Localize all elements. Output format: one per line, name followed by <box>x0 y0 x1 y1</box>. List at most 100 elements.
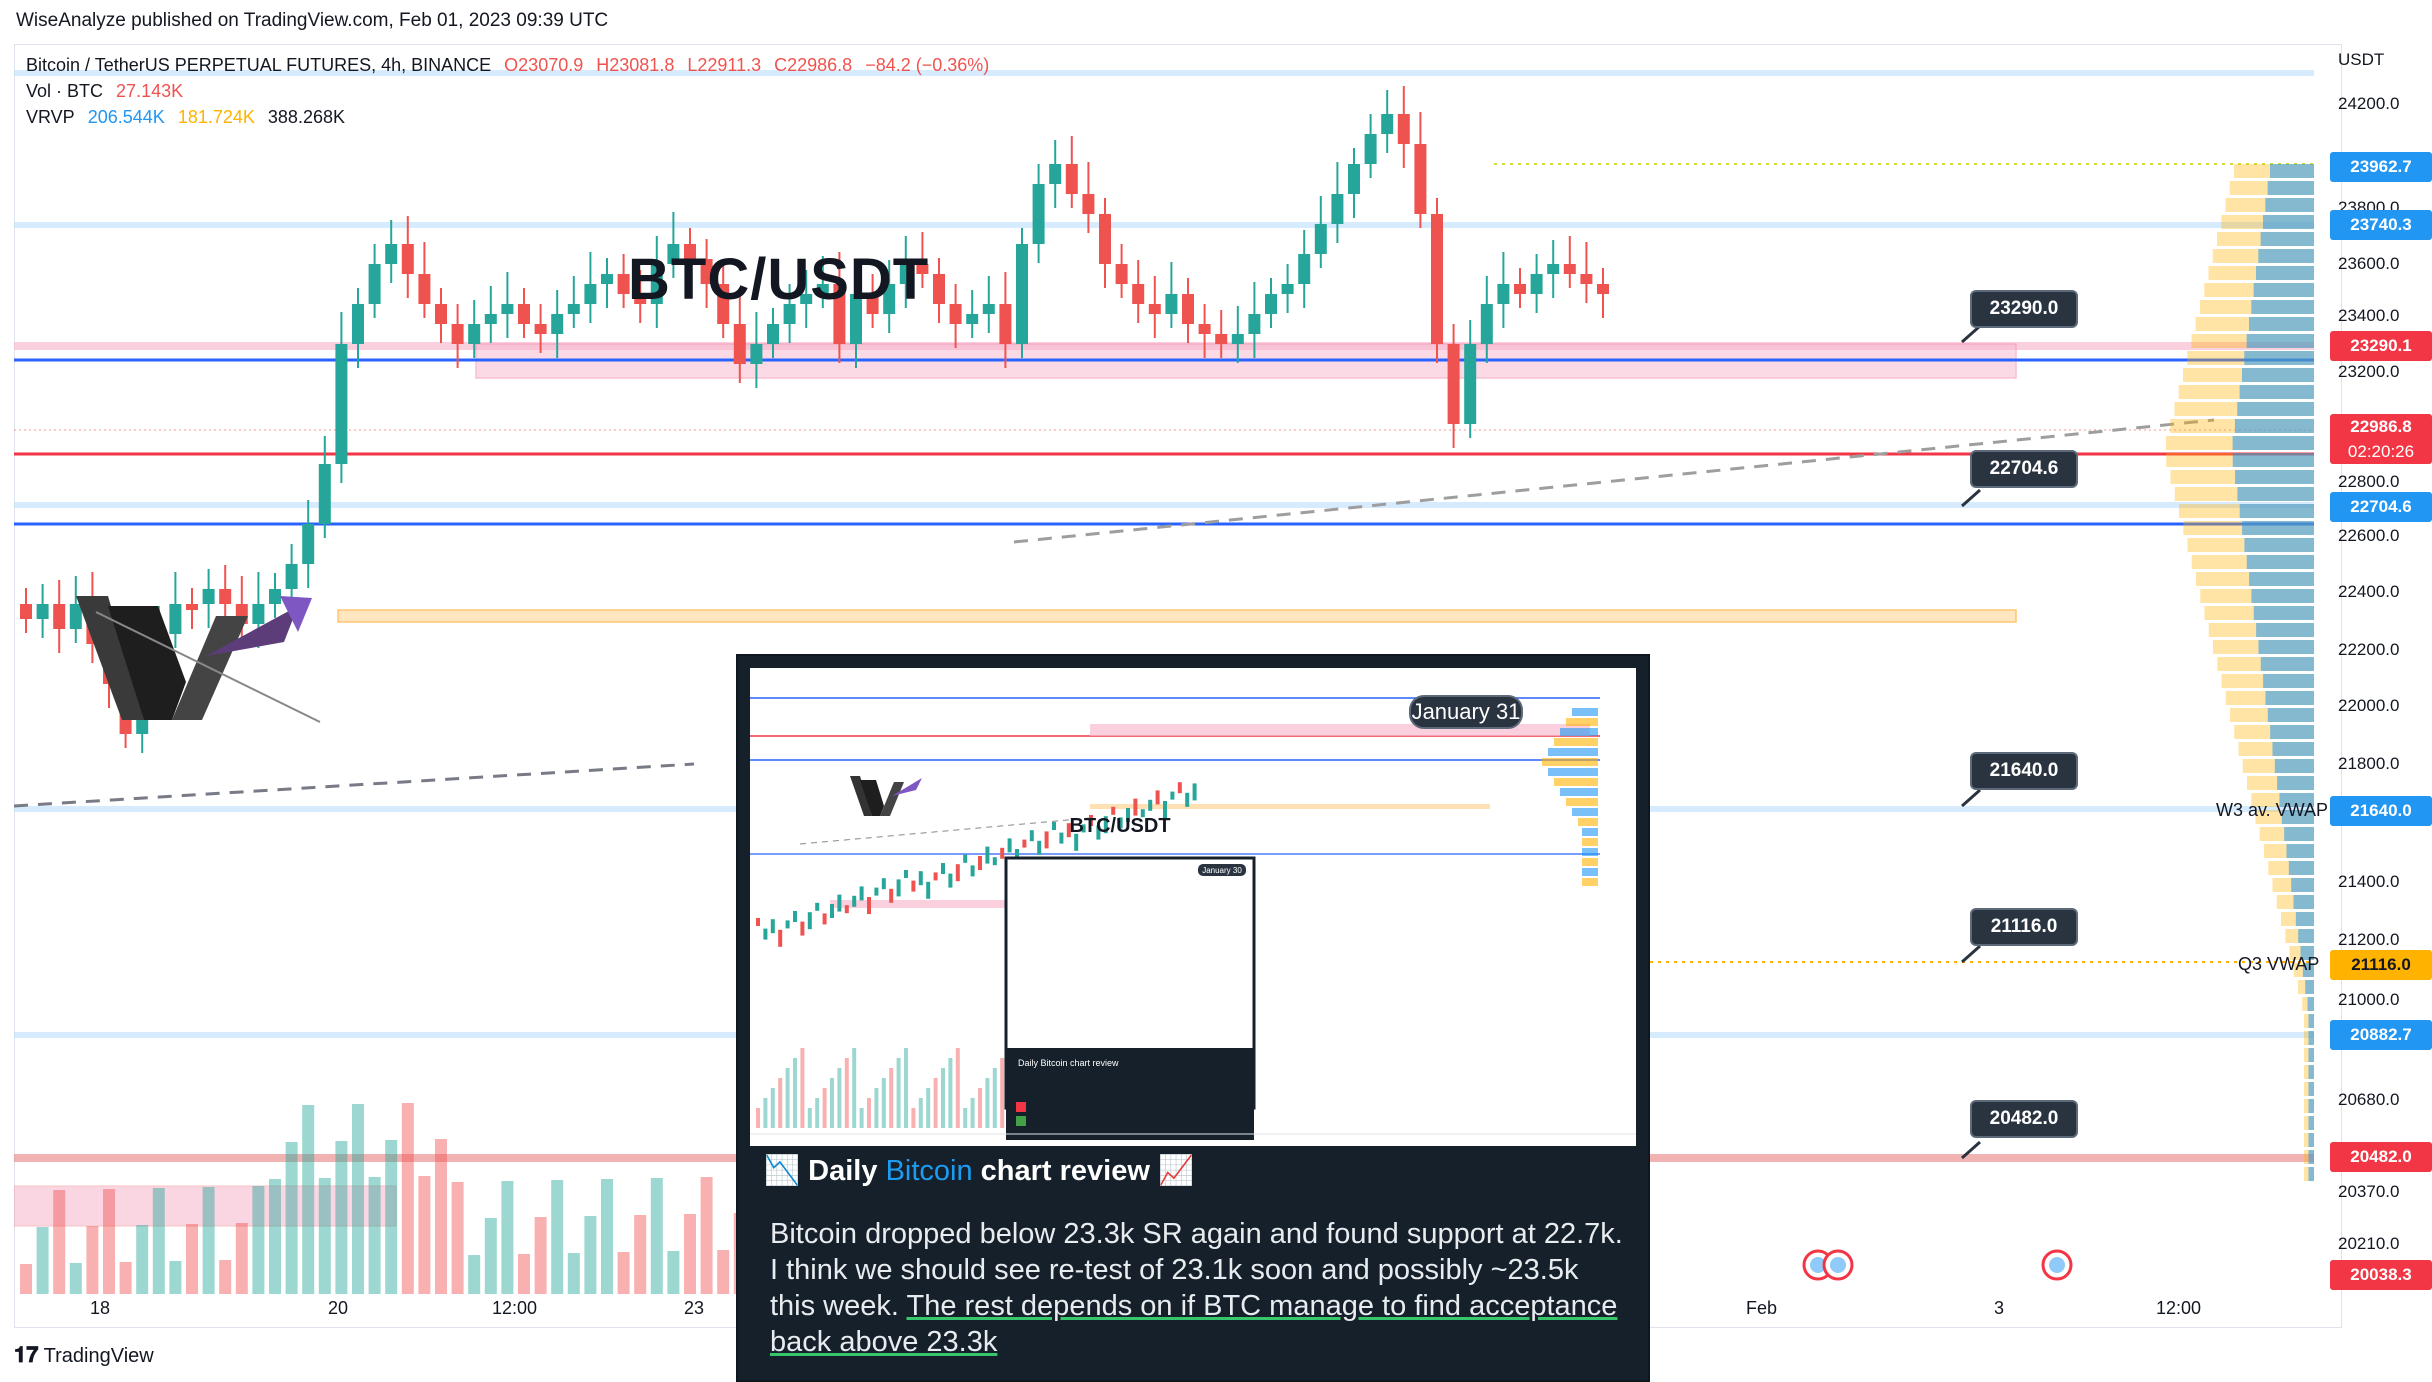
price-tick: 21200.0 <box>2338 930 2400 949</box>
mini-volume-bar <box>1000 1058 1005 1128</box>
vrvp-up-value: 206.544K <box>87 107 165 127</box>
price-callout[interactable]: 20482.0 <box>1970 1100 2078 1138</box>
mini-volume-bar <box>896 1058 901 1128</box>
mini-candle <box>756 918 760 926</box>
candle-body <box>1281 284 1294 294</box>
volume-bar <box>368 1177 381 1294</box>
candle-body <box>551 314 564 334</box>
mini-volume-bar <box>992 1068 997 1128</box>
mini-profile-bar <box>1582 848 1598 856</box>
mini-candle <box>844 905 849 914</box>
profile-bar-up <box>2256 623 2314 637</box>
event-flag[interactable] <box>2040 1248 2074 1282</box>
volume-bar <box>186 1224 198 1294</box>
price-tick: 22600.0 <box>2338 526 2400 545</box>
price-axis[interactable]: USDT <box>2316 44 2432 1294</box>
mini-candle <box>1192 783 1197 801</box>
mini-candle <box>963 854 968 863</box>
mini-volume-bar <box>904 1048 908 1128</box>
volume-bar <box>285 1142 298 1294</box>
symbol-name[interactable]: Bitcoin / TetherUS PERPETUAL FUTURES, 4h… <box>26 55 492 75</box>
mini-candle <box>881 878 886 890</box>
volume-bar <box>401 1103 414 1294</box>
volume-bar <box>152 1188 165 1294</box>
profile-bar-up <box>2234 419 2314 433</box>
candle-body <box>36 604 49 619</box>
mini-volume-bar <box>763 1098 768 1128</box>
candle-body <box>435 304 447 324</box>
mini-volume-bar <box>852 1048 857 1128</box>
mini-candle <box>926 881 931 899</box>
mini-candle <box>852 895 857 907</box>
mini-profile-bar <box>1572 708 1598 716</box>
price-tick: 22000.0 <box>2338 696 2400 715</box>
candle-body <box>69 604 82 629</box>
bitcoin-hashtag-link[interactable]: Bitcoin <box>885 1155 973 1187</box>
candle-body <box>468 324 481 344</box>
candle-body <box>883 284 896 314</box>
candle-body <box>169 604 182 634</box>
profile-bar-up <box>2239 385 2314 399</box>
candle-body <box>1198 324 1211 334</box>
candle-body <box>899 264 912 284</box>
candle-body <box>252 604 265 624</box>
price-callout[interactable]: 23290.0 <box>1970 290 2078 328</box>
mini-candle <box>1081 824 1086 833</box>
candle-body <box>1099 214 1111 264</box>
candle-body <box>1132 284 1145 304</box>
mini-volume-bar <box>948 1058 953 1128</box>
candle-body <box>1464 344 1477 424</box>
mini-volume-bar <box>881 1078 886 1128</box>
volume-indicator-label[interactable]: Vol · BTC <box>26 81 104 101</box>
tweet-body-highlight: The rest depends on if BTC manage to fin… <box>770 1290 1618 1358</box>
profile-bar-up <box>2300 946 2314 960</box>
candle-body <box>634 294 647 304</box>
candle-body <box>1248 314 1261 334</box>
profile-bar-up <box>2298 929 2314 943</box>
profile-bar-up <box>2237 487 2314 501</box>
profile-bar-up <box>2308 1150 2314 1164</box>
volume-bar <box>302 1105 315 1294</box>
volume-bar <box>584 1216 597 1294</box>
candle-body <box>933 274 945 304</box>
volume-bar <box>650 1178 663 1294</box>
candle-body <box>1497 284 1510 304</box>
candle-body <box>717 284 730 324</box>
candle-body <box>368 264 381 304</box>
profile-bar-up <box>2267 181 2314 195</box>
mini-volume-bar <box>830 1078 834 1128</box>
candle-body <box>352 304 364 344</box>
tweet-card[interactable]: January 31 BTC/USDT Daily Bitcoin chart … <box>736 654 1650 1382</box>
profile-bar-up <box>2308 1031 2314 1045</box>
tradingview-logo[interactable]: 𝟏𝟕 TradingView <box>14 1342 154 1368</box>
volume-bar <box>86 1226 99 1294</box>
candle-body <box>1597 284 1609 294</box>
candle-body <box>1397 114 1410 144</box>
chart-legend: Bitcoin / TetherUS PERPETUAL FUTURES, 4h… <box>26 52 997 130</box>
vrvp-indicator-label[interactable]: VRVP <box>26 107 75 127</box>
candle-body <box>219 589 232 604</box>
volume-bar <box>684 1214 696 1294</box>
price-callout[interactable]: 22704.6 <box>1970 450 2078 488</box>
price-callout[interactable]: 21116.0 <box>1970 908 2078 946</box>
mini-volume-bar <box>778 1078 783 1128</box>
candle-body <box>518 304 530 324</box>
candle-body <box>916 264 929 274</box>
candle-body <box>567 304 580 314</box>
mini-volume-bar <box>837 1068 842 1128</box>
profile-bar-up <box>2242 521 2314 535</box>
candle-body <box>401 244 414 274</box>
price-tick: 23400.0 <box>2338 306 2400 325</box>
price-callout[interactable]: 21640.0 <box>1970 752 2078 790</box>
mini-profile-bar <box>1566 798 1598 806</box>
candle-body <box>1580 274 1593 284</box>
candle-body <box>1447 344 1460 424</box>
mini-candle <box>830 904 834 918</box>
mini-profile-bar <box>1548 748 1598 756</box>
mini-profile-bar <box>1566 718 1598 726</box>
profile-bar-up <box>2260 232 2314 246</box>
event-flags[interactable] <box>1802 1248 1872 1282</box>
axis-currency: USDT <box>2338 50 2385 69</box>
candle-body <box>949 304 962 324</box>
volume-indicator-value: 27.143K <box>116 81 184 101</box>
